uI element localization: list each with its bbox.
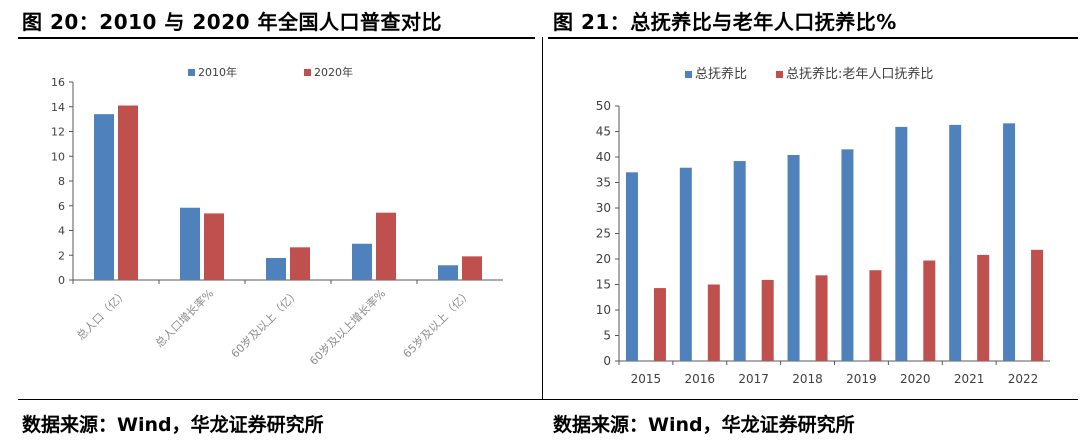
y-tick-label: 14: [51, 101, 65, 114]
legend-label: 2010年: [198, 65, 237, 79]
y-tick-label: 0: [58, 274, 65, 287]
left-source-note: 数据来源：Wind，华龙证券研究所: [22, 414, 324, 436]
y-tick-label: 10: [51, 150, 65, 163]
legend-label: 2020年: [314, 65, 353, 79]
y-tick-label: 20: [596, 252, 611, 266]
bar-series1: [266, 257, 286, 280]
legend-swatch: [776, 71, 783, 78]
bar-series2: [204, 213, 224, 280]
bar-series2: [1031, 249, 1044, 361]
y-tick-label: 35: [596, 176, 611, 190]
bar-series1: [94, 114, 114, 280]
y-tick-label: 40: [596, 150, 611, 164]
x-tick-label: 60岁及以上（亿）: [228, 286, 302, 360]
y-tick-label: 30: [596, 201, 611, 215]
y-tick-label: 16: [51, 76, 65, 89]
legend-swatch: [188, 69, 195, 76]
right-source-note: 数据来源：Wind，华龙证券研究所: [553, 414, 855, 436]
bar-series1: [180, 207, 200, 280]
right-chart-title: 图 21：总抚养比与老年人口抚养比%: [553, 10, 897, 34]
y-tick-label: 50: [596, 99, 611, 113]
x-tick-label: 2016: [685, 372, 716, 386]
y-tick-label: 10: [596, 303, 611, 317]
bar-series1: [949, 124, 962, 362]
bar-series1: [625, 172, 638, 361]
y-tick-label: 25: [596, 227, 611, 241]
x-tick-label: 2017: [738, 372, 769, 386]
x-tick-label: 总人口（亿）: [74, 286, 131, 343]
y-tick-label: 6: [58, 200, 65, 213]
bar-series2: [869, 270, 882, 361]
bar-series2: [290, 247, 310, 280]
bar-series1: [895, 126, 908, 361]
x-tick-label: 2022: [1008, 372, 1039, 386]
x-tick-label: 2021: [954, 372, 985, 386]
bar-series2: [118, 105, 138, 280]
top-rule-right: [548, 37, 1078, 39]
x-tick-label: 2019: [846, 372, 877, 386]
x-tick-label: 2015: [631, 372, 662, 386]
y-tick-label: 12: [51, 126, 65, 139]
left-chart-title: 图 20：2010 与 2020 年全国人口普查对比: [22, 10, 443, 34]
bar-series1: [733, 161, 746, 361]
bar-series1: [787, 154, 800, 361]
bar-series1: [679, 167, 692, 361]
x-tick-label: 65岁及以上（亿）: [400, 286, 474, 360]
bar-series2: [707, 284, 720, 361]
x-tick-label: 2020: [900, 372, 931, 386]
bar-series2: [462, 256, 482, 280]
legend-swatch: [685, 71, 692, 78]
bar-series2: [977, 254, 990, 361]
legend-label: 总抚养比: [695, 66, 747, 82]
y-tick-label: 45: [596, 125, 611, 139]
center-divider: [542, 37, 543, 399]
bar-series2: [815, 275, 828, 361]
bar-series2: [923, 260, 936, 361]
bar-series2: [376, 212, 396, 280]
y-tick-label: 2: [58, 249, 65, 262]
x-tick-label: 总人口增长率%: [152, 286, 216, 350]
y-tick-label: 0: [603, 354, 611, 368]
bar-series1: [841, 149, 854, 361]
y-tick-label: 5: [603, 329, 611, 343]
bar-series1: [438, 265, 458, 280]
x-tick-label: 2018: [792, 372, 823, 386]
bottom-rule: [18, 399, 1078, 400]
bar-series1: [352, 243, 372, 280]
bar-series2: [653, 288, 666, 361]
y-tick-label: 15: [596, 278, 611, 292]
bar-series2: [761, 279, 774, 361]
bar-series1: [1003, 123, 1016, 361]
legend-swatch: [304, 69, 311, 76]
x-tick-label: 60岁及以上增长率%: [306, 286, 388, 368]
left-chart: 0 2 4 6 8 10 12 14 16 总人口（亿） 总人口增长率% 60岁及以上（亿） 60岁及以…: [51, 65, 503, 368]
top-rule-left: [18, 37, 535, 39]
legend-label: 总抚养比:老年人口抚养比: [786, 66, 933, 82]
right-chart: 0 5 10 15 20 25 30 35 40 45 50 2015 2016 2017 2018 2019…: [596, 66, 1050, 386]
y-tick-label: 8: [58, 175, 65, 188]
y-tick-label: 4: [58, 225, 65, 238]
